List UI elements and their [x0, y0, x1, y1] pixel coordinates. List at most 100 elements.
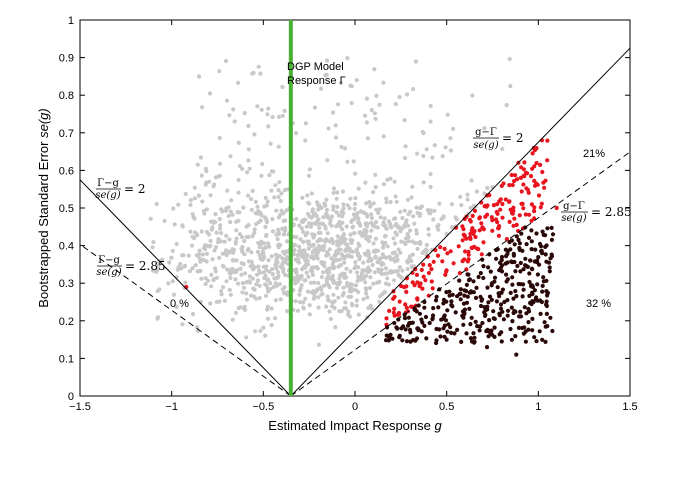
pct-right: 32 %: [586, 298, 611, 310]
point-not-significant: [408, 228, 413, 233]
point-significant-2se: [480, 225, 485, 230]
point-not-significant: [373, 236, 378, 241]
point-significant-2-85se: [462, 311, 467, 317]
point-significant-2se: [404, 284, 409, 289]
point-significant-2se: [495, 211, 500, 216]
point-not-significant: [265, 112, 270, 117]
point-not-significant: [295, 308, 300, 313]
point-not-significant: [265, 277, 270, 283]
point-not-significant: [437, 201, 442, 206]
point-not-significant: [306, 274, 311, 279]
point-not-significant: [239, 272, 244, 277]
point-not-significant: [415, 151, 420, 156]
point-not-significant: [373, 248, 378, 253]
point-significant-2-85se: [442, 334, 447, 339]
point-not-significant: [316, 305, 321, 310]
point-not-significant: [278, 212, 283, 218]
point-not-significant: [316, 230, 321, 235]
point-not-significant: [246, 123, 251, 128]
point-not-significant: [227, 249, 232, 254]
ref-line-left-dashed: [80, 243, 292, 396]
point-significant-2-85se: [521, 267, 526, 272]
point-significant-2se: [545, 138, 550, 143]
point-not-significant: [243, 271, 248, 276]
point-significant-2se: [538, 162, 543, 167]
point-not-significant: [156, 263, 161, 268]
point-not-significant: [282, 108, 287, 113]
point-significant-2-85se: [458, 297, 463, 302]
point-significant-2-85se: [477, 328, 482, 333]
point-significant-2se: [542, 185, 547, 190]
point-not-significant: [333, 123, 338, 128]
point-significant-2-85se: [504, 272, 509, 277]
point-not-significant: [303, 265, 308, 270]
point-significant-2-85se: [508, 290, 513, 295]
point-not-significant: [183, 280, 188, 285]
point-significant-2-85se: [530, 284, 536, 290]
point-not-significant: [299, 274, 304, 279]
point-not-significant: [281, 232, 286, 237]
point-not-significant: [377, 299, 382, 304]
point-significant-2-85se: [464, 300, 470, 305]
point-not-significant: [319, 86, 324, 91]
point-not-significant: [316, 342, 321, 347]
point-significant-2-85se: [518, 260, 523, 266]
point-not-significant: [331, 204, 336, 209]
x-tick-label: 0: [352, 401, 358, 413]
point-not-significant: [318, 285, 323, 290]
point-not-significant: [270, 114, 275, 120]
point-not-significant: [312, 280, 317, 285]
point-not-significant: [336, 295, 341, 300]
point-not-significant: [274, 263, 279, 268]
point-significant-2-85se: [492, 334, 497, 339]
point-not-significant: [324, 197, 329, 202]
point-significant-2-85se: [526, 320, 531, 325]
point-not-significant: [280, 226, 285, 231]
point-not-significant: [205, 243, 210, 248]
point-not-significant: [195, 162, 200, 167]
point-not-significant: [341, 285, 346, 290]
point-significant-2-85se: [513, 269, 518, 274]
point-significant-2-85se: [501, 317, 506, 322]
point-not-significant: [230, 317, 235, 322]
point-not-significant: [220, 263, 226, 268]
point-not-significant: [252, 230, 257, 235]
point-significant-2se: [532, 216, 537, 221]
point-not-significant: [276, 273, 281, 279]
point-not-significant: [353, 196, 358, 201]
point-not-significant: [324, 72, 329, 77]
point-not-significant: [428, 184, 433, 190]
point-not-significant: [224, 279, 229, 284]
point-not-significant: [224, 98, 230, 103]
point-not-significant: [335, 250, 341, 256]
point-not-significant: [188, 229, 193, 234]
point-not-significant: [399, 226, 404, 231]
point-not-significant: [220, 251, 225, 256]
point-not-significant: [398, 250, 403, 255]
point-not-significant: [406, 212, 411, 217]
point-significant-2se: [519, 201, 524, 206]
point-not-significant: [305, 262, 311, 267]
point-not-significant: [365, 269, 370, 275]
point-not-significant: [217, 216, 222, 222]
annotation-right-dashed: g−Γ se(g) = 2.85: [561, 201, 632, 224]
point-significant-2-85se: [494, 299, 499, 304]
point-not-significant: [208, 238, 213, 244]
point-not-significant: [424, 248, 429, 253]
point-not-significant: [360, 233, 365, 238]
point-significant-2se: [509, 172, 514, 178]
point-not-significant: [284, 208, 289, 213]
y-tick-label: 0: [68, 391, 74, 403]
point-significant-2-85se: [540, 337, 545, 342]
point-significant-2-85se: [547, 269, 552, 274]
point-significant-2-85se: [392, 320, 397, 326]
point-not-significant: [298, 237, 303, 242]
point-not-significant: [261, 246, 266, 251]
point-not-significant: [264, 233, 269, 239]
point-significant-2-85se: [495, 285, 500, 290]
point-significant-2se: [477, 216, 482, 221]
point-significant-2se: [539, 201, 544, 206]
point-not-significant: [217, 226, 223, 231]
series-significant-2-85se: [383, 225, 556, 357]
point-not-significant: [360, 270, 365, 275]
